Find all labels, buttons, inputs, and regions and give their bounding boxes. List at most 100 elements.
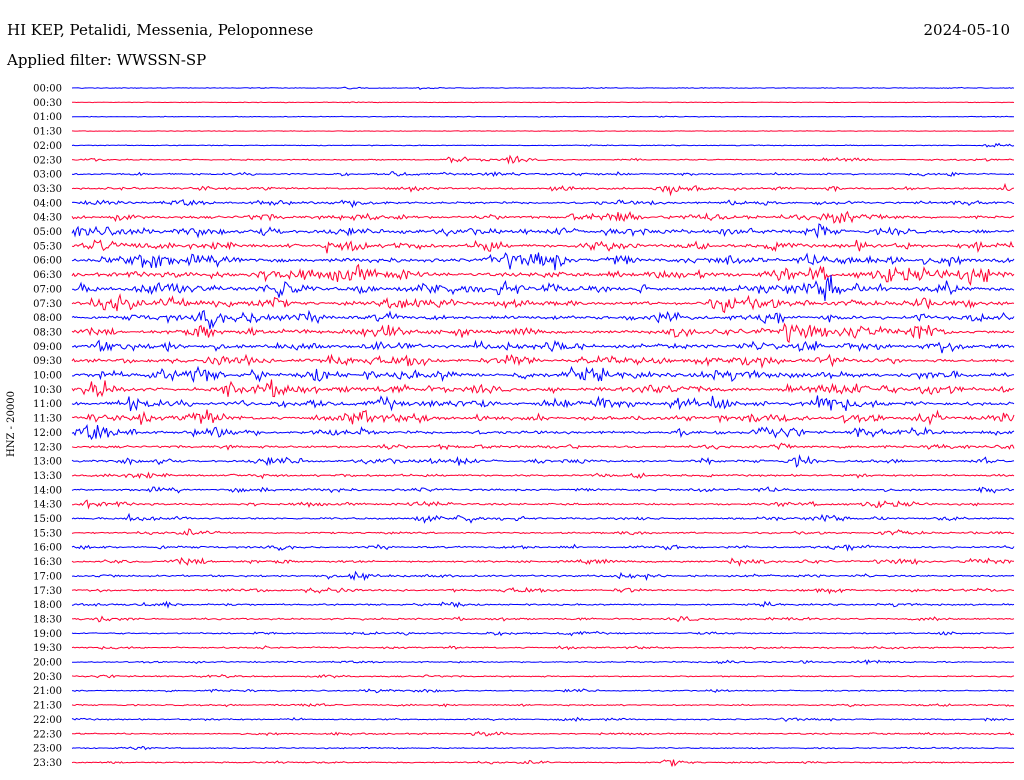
row-time-label: 19:00 [33,629,62,640]
record-date: 2024-05-10 [923,21,1010,39]
seismic-trace-0430 [71,210,1015,224]
seismic-trace-1200 [71,423,1015,441]
seismic-trace-0000 [71,86,1015,90]
seismic-trace-0700 [71,274,1015,301]
row-time-label: 13:30 [33,471,62,482]
applied-filter-label: Applied filter: WWSSN-SP [7,51,207,69]
channel-label: HNZ - 20000 [6,391,17,457]
row-time-label: 03:30 [33,184,62,195]
row-time-label: 05:00 [33,227,62,238]
seismic-trace-0200 [71,142,1015,148]
row-time-label: 04:00 [33,198,62,209]
row-time-label: 03:00 [33,170,62,181]
seismic-trace-2100 [71,688,1014,694]
seismic-trace-0330 [71,182,1015,197]
seismic-trace-0900 [71,339,1015,354]
seismic-trace-1600 [71,543,1015,552]
row-time-label: 00:00 [33,84,62,95]
row-time-label: 14:30 [33,500,62,511]
row-time-label: 13:00 [33,457,62,468]
seismic-trace-1130 [71,409,1015,426]
seismic-trace-1630 [71,556,1014,567]
seismic-trace-1030 [71,379,1015,398]
seismic-trace-1700 [71,570,1015,582]
row-time-label: 23:00 [33,744,62,755]
seismic-trace-0130 [71,130,1015,132]
row-time-label: 20:00 [33,658,62,669]
row-time-label: 07:30 [33,299,62,310]
seismic-trace-1930 [71,645,1015,651]
row-time-label: 05:30 [33,241,62,252]
row-time-label: 15:30 [33,528,62,539]
row-time-label: 12:30 [33,442,62,453]
seismic-trace-1330 [71,471,1015,480]
row-time-label: 01:00 [33,112,62,123]
seismic-trace-2300 [71,745,1015,751]
row-time-label: 15:00 [33,514,62,525]
row-time-label: 10:00 [33,371,62,382]
row-time-label: 09:30 [33,356,62,367]
seismic-trace-2130 [71,703,1015,708]
seismic-trace-0730 [71,293,1015,314]
row-time-label: 02:00 [33,141,62,152]
seismic-trace-0400 [71,198,1015,209]
row-time-label: 21:00 [33,686,62,697]
seismic-trace-1430 [71,499,1015,510]
seismic-trace-1300 [71,453,1015,468]
seismic-trace-0830 [71,322,1015,344]
seismic-trace-0230 [71,154,1015,165]
seismic-trace-2200 [71,716,1015,723]
seismic-trace-0530 [71,239,1015,254]
seismic-trace-2330 [71,759,1015,767]
seismic-trace-1800 [71,600,1015,609]
seismic-trace-2030 [71,674,1015,679]
row-time-label: 16:30 [33,557,62,568]
row-time-label: 18:00 [33,600,62,611]
row-time-label: 17:00 [33,571,62,582]
row-time-label: 08:30 [33,327,62,338]
seismic-trace-0930 [71,353,1015,369]
row-time-label: 08:00 [33,313,62,324]
seismic-trace-0300 [71,170,1015,178]
row-time-label: 02:30 [33,155,62,166]
row-time-label: 16:00 [33,543,62,554]
row-time-label: 11:30 [33,414,62,425]
seismic-trace-1100 [71,395,1015,412]
row-time-label: 06:00 [33,256,62,267]
seismic-trace-0500 [71,223,1015,239]
row-time-label: 20:30 [33,672,62,683]
row-time-label: 01:30 [33,127,62,138]
seismic-trace-1000 [71,365,1014,384]
seismic-trace-1400 [71,486,1015,494]
row-time-label: 09:00 [33,342,62,353]
row-time-label: 07:00 [33,284,62,295]
seismic-trace-0030 [71,101,1015,104]
seismic-trace-0800 [71,309,1015,330]
seismic-trace-2230 [72,730,1015,737]
row-time-label: 14:00 [33,485,62,496]
seismic-trace-1230 [71,442,1015,451]
row-time-label: 22:00 [33,715,62,726]
seismic-trace-0630 [71,263,1015,286]
row-time-label: 10:30 [33,385,62,396]
seismic-trace-1530 [71,528,1015,536]
row-time-label: 12:00 [33,428,62,439]
row-time-label: 17:30 [33,586,62,597]
trace-rows: 00:00 00:30 01:00 01:30 02:00 02:30 03:00 03:30… [33,84,1015,769]
seismic-trace-0100 [71,115,1015,118]
station-title: HI KEP, Petalidi, Messenia, Peloponnese [7,21,314,39]
row-time-label: 04:30 [33,213,62,224]
row-time-label: 18:30 [33,614,62,625]
seismic-trace-0600 [71,252,1015,271]
seismic-trace-1830 [71,615,1015,623]
row-time-label: 21:30 [33,701,62,712]
row-time-label: 11:00 [33,399,62,410]
row-time-label: 22:30 [33,729,62,740]
seismic-trace-1900 [71,630,1014,637]
row-time-label: 23:30 [33,758,62,769]
seismic-trace-2000 [71,659,1015,666]
seismic-trace-1730 [71,586,1014,595]
seismic-trace-1500 [71,512,1015,524]
row-time-label: 19:30 [33,643,62,654]
